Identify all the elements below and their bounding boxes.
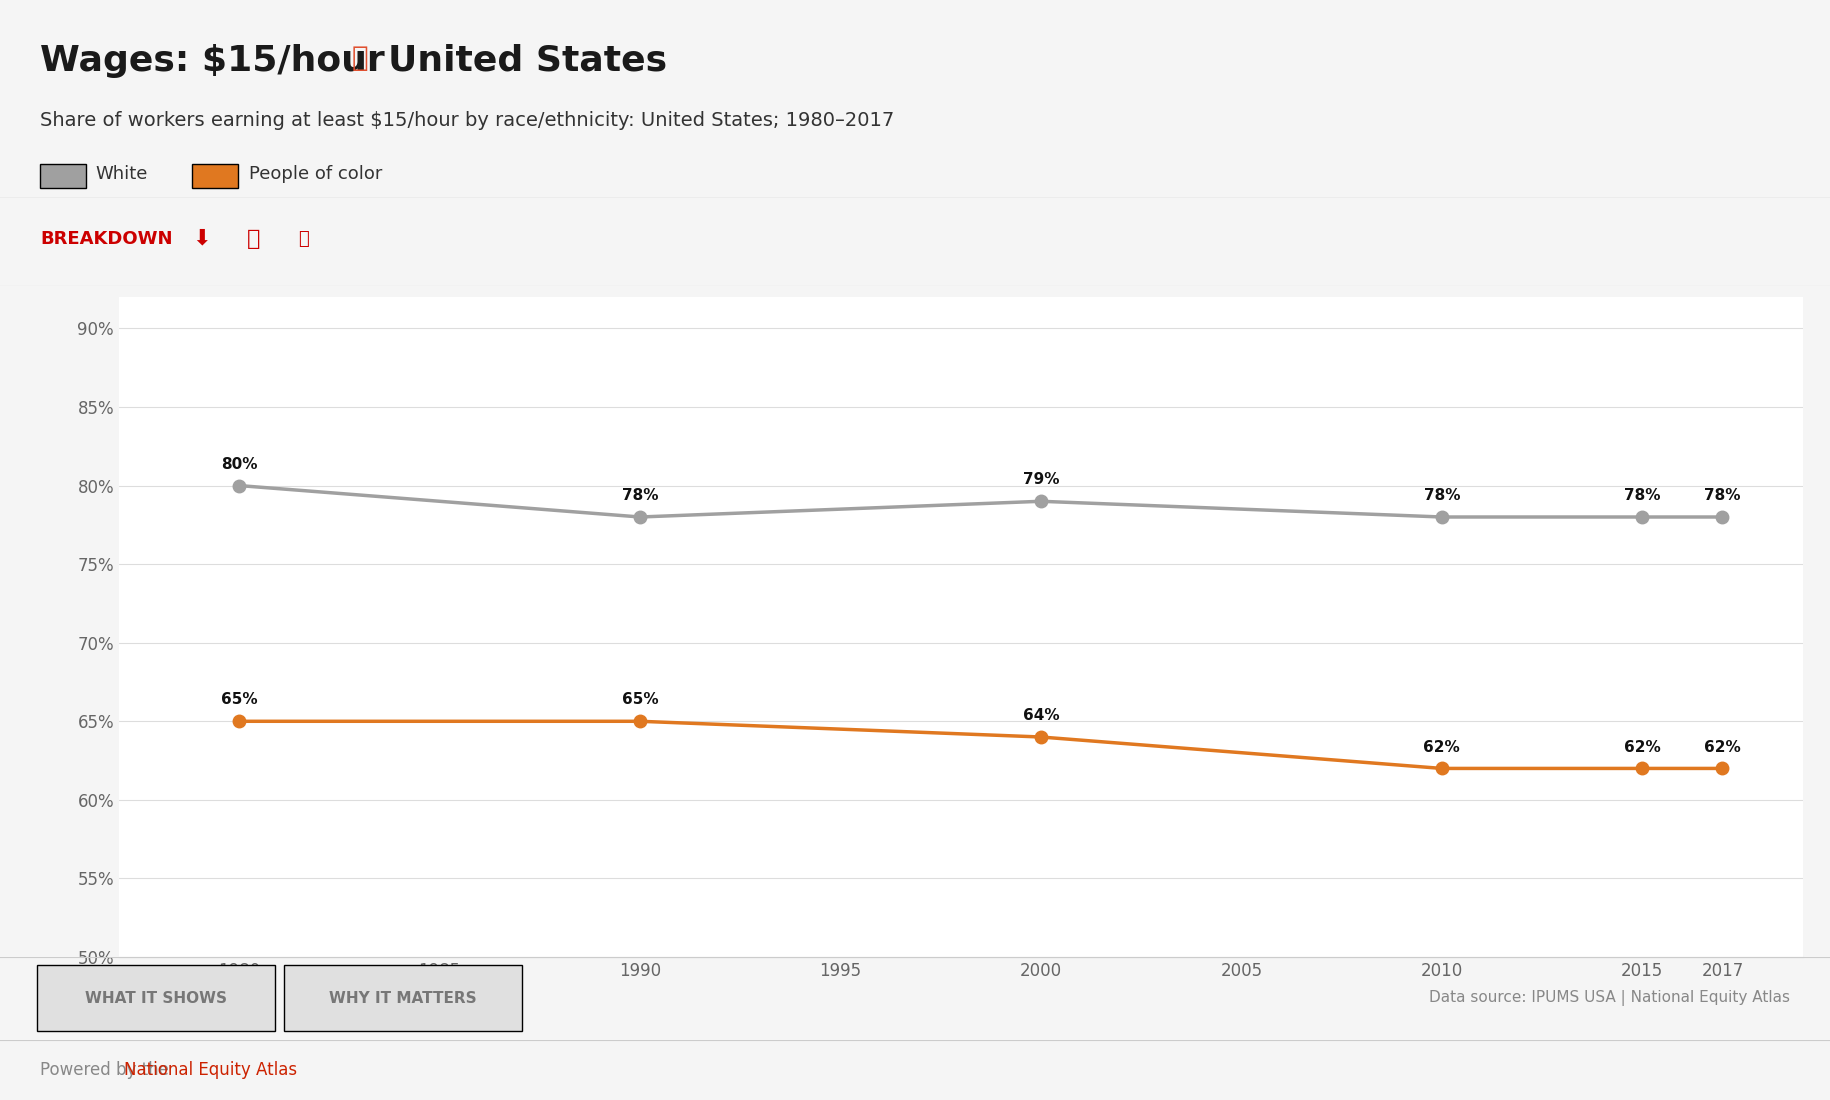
Text: BREAKDOWN: BREAKDOWN: [40, 230, 172, 248]
Text: United States: United States: [388, 44, 668, 78]
Text: People of color: People of color: [249, 165, 382, 184]
Text: 78%: 78%: [1623, 488, 1660, 503]
Text: Data source: IPUMS USA | National Equity Atlas: Data source: IPUMS USA | National Equity…: [1429, 990, 1790, 1006]
Text: Share of workers earning at least $15/hour by race/ethnicity: United States; 198: Share of workers earning at least $15/ho…: [40, 111, 895, 130]
FancyBboxPatch shape: [192, 164, 238, 188]
Text: WHAT IT SHOWS: WHAT IT SHOWS: [84, 991, 227, 1005]
Text: 79%: 79%: [1023, 472, 1060, 487]
Text: 78%: 78%: [1424, 488, 1460, 503]
Text: 78%: 78%: [1704, 488, 1740, 503]
Text: 62%: 62%: [1623, 739, 1660, 755]
Text: ⛶: ⛶: [298, 230, 309, 248]
Text: White: White: [95, 165, 148, 184]
Text: 80%: 80%: [221, 456, 258, 472]
Text: 65%: 65%: [221, 692, 258, 707]
FancyBboxPatch shape: [37, 966, 274, 1032]
Text: ⮡: ⮡: [247, 229, 260, 249]
Text: 64%: 64%: [1023, 708, 1060, 723]
Text: ❓: ❓: [351, 44, 368, 72]
Text: ⬇: ⬇: [192, 229, 210, 249]
Text: Wages: $15/hour: Wages: $15/hour: [40, 44, 384, 78]
Text: 78%: 78%: [622, 488, 659, 503]
Text: Powered by the: Powered by the: [40, 1060, 174, 1079]
FancyBboxPatch shape: [284, 966, 522, 1032]
Text: 62%: 62%: [1424, 739, 1460, 755]
FancyBboxPatch shape: [40, 164, 86, 188]
Text: 62%: 62%: [1704, 739, 1740, 755]
Text: 65%: 65%: [622, 692, 659, 707]
Text: WHY IT MATTERS: WHY IT MATTERS: [329, 991, 476, 1005]
Text: National Equity Atlas: National Equity Atlas: [124, 1060, 298, 1079]
